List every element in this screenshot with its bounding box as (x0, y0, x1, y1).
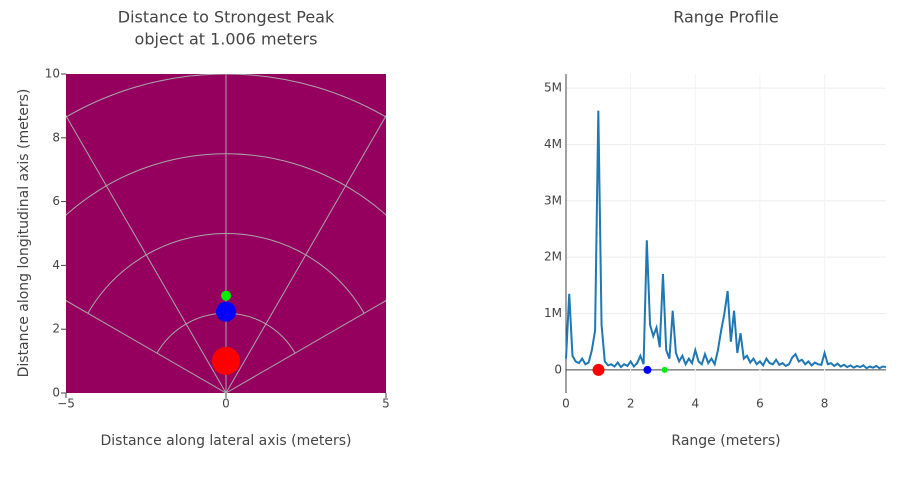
marker (216, 301, 236, 322)
chart-title: Distance to Strongest Peak (118, 8, 335, 27)
x-tick-label: 0 (222, 397, 230, 411)
plot-background (566, 74, 886, 393)
y-tick-label: 6 (52, 194, 60, 208)
chart-subtitle: object at 1.006 meters (135, 30, 318, 49)
x-tick-label: −5 (57, 397, 75, 411)
x-tick-label: 4 (691, 397, 699, 411)
polar-spoke (225, 300, 386, 393)
range-profile-line (565, 110, 887, 370)
marker (661, 366, 668, 373)
y-tick-label: 4M (544, 137, 562, 151)
marker (212, 346, 240, 375)
marker (221, 290, 231, 301)
y-tick-label: 5M (544, 81, 562, 95)
y-tick-label: 8 (52, 130, 60, 144)
x-tick-label: 5 (382, 397, 390, 411)
x-tick-label: 2 (627, 397, 635, 411)
chart-title: Range Profile (673, 8, 779, 27)
polar-grid (66, 74, 386, 393)
y-tick-label: 2 (52, 322, 60, 336)
y-tick-label: 10 (45, 67, 60, 81)
y-tick-label: 3M (544, 193, 562, 207)
y-tick-label: 2M (544, 250, 562, 264)
polar-spoke (66, 300, 227, 393)
x-axis-label: Distance along lateral axis (meters) (101, 433, 352, 449)
y-tick-label: 0 (52, 386, 60, 400)
x-axis-label: Range (meters) (671, 433, 780, 449)
y-tick-label: 0 (554, 362, 562, 376)
x-tick-label: 0 (562, 397, 570, 411)
y-axis-label: Distance along longitudinal axis (meters… (16, 89, 32, 378)
polar-spoke (225, 114, 386, 393)
polar-spoke (66, 114, 227, 393)
x-tick-label: 6 (756, 397, 764, 411)
marker (592, 363, 605, 376)
y-tick-label: 4 (52, 258, 60, 272)
marker (643, 365, 652, 374)
x-tick-label: 8 (821, 397, 829, 411)
y-tick-label: 1M (544, 306, 562, 320)
